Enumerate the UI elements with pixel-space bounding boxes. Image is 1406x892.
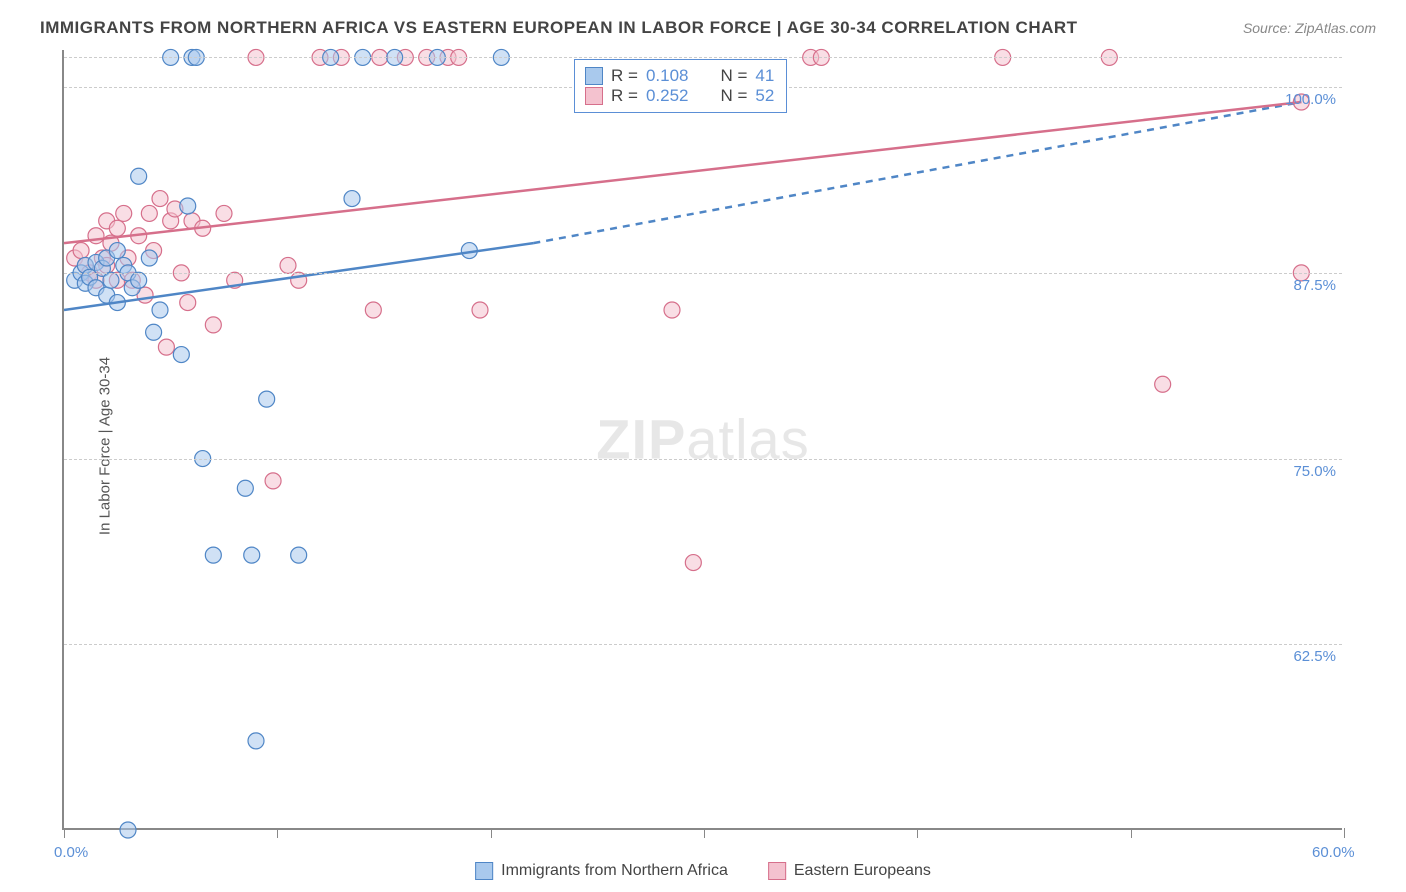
data-point: [146, 324, 162, 340]
legend-item-b: Eastern Europeans: [768, 862, 931, 880]
data-point: [120, 822, 136, 838]
source-label: Source: ZipAtlas.com: [1243, 20, 1376, 36]
data-point: [237, 480, 253, 496]
legend-item-a: Immigrants from Northern Africa: [475, 862, 728, 880]
data-point: [344, 191, 360, 207]
data-point: [205, 547, 221, 563]
gridline: [64, 273, 1342, 274]
swatch-a-icon: [585, 67, 603, 85]
n-value-b: 52: [755, 86, 774, 106]
x-tick: [64, 828, 65, 838]
y-tick-label: 62.5%: [1293, 648, 1336, 665]
r-value-b: 0.252: [646, 86, 689, 106]
n-label: N =: [720, 66, 747, 86]
data-point: [216, 205, 232, 221]
n-value-a: 41: [755, 66, 774, 86]
data-point: [131, 168, 147, 184]
x-tick-label: 60.0%: [1312, 844, 1355, 861]
plot-area: ZIPatlas 62.5%75.0%87.5%100.0%: [62, 50, 1342, 830]
x-tick: [1131, 828, 1132, 838]
data-point: [265, 473, 281, 489]
data-point: [109, 243, 125, 259]
data-point: [158, 339, 174, 355]
plot-svg: [64, 50, 1342, 828]
legend-b-label: Eastern Europeans: [794, 862, 931, 880]
x-tick: [704, 828, 705, 838]
legend-row-a: R = 0.108 N = 41: [585, 66, 774, 86]
data-point: [141, 250, 157, 266]
r-value-a: 0.108: [646, 66, 689, 86]
gridline: [64, 644, 1342, 645]
data-point: [180, 295, 196, 311]
y-tick-label: 100.0%: [1285, 91, 1336, 108]
r-label: R =: [611, 86, 638, 106]
trend-line: [533, 102, 1301, 243]
y-tick-label: 87.5%: [1293, 277, 1336, 294]
swatch-b-icon: [768, 862, 786, 880]
r-label: R =: [611, 66, 638, 86]
data-point: [365, 302, 381, 318]
data-point: [152, 191, 168, 207]
data-point: [180, 198, 196, 214]
data-point: [173, 347, 189, 363]
x-tick: [491, 828, 492, 838]
data-point: [291, 547, 307, 563]
data-point: [244, 547, 260, 563]
data-point: [664, 302, 680, 318]
legend-row-b: R = 0.252 N = 52: [585, 86, 774, 106]
x-tick: [277, 828, 278, 838]
chart-container: IMMIGRANTS FROM NORTHERN AFRICA VS EASTE…: [0, 0, 1406, 892]
data-point: [248, 733, 264, 749]
legend-stats: R = 0.108 N = 41 R = 0.252 N = 52: [574, 59, 787, 113]
gridline: [64, 459, 1342, 460]
data-point: [1155, 376, 1171, 392]
data-point: [141, 205, 157, 221]
data-point: [685, 555, 701, 571]
legend-a-label: Immigrants from Northern Africa: [501, 862, 728, 880]
trend-line: [64, 102, 1301, 243]
data-point: [205, 317, 221, 333]
data-point: [152, 302, 168, 318]
x-tick-label: 0.0%: [54, 844, 88, 861]
swatch-b-icon: [585, 87, 603, 105]
data-point: [472, 302, 488, 318]
data-point: [280, 257, 296, 273]
data-point: [259, 391, 275, 407]
chart-title: IMMIGRANTS FROM NORTHERN AFRICA VS EASTE…: [40, 18, 1078, 38]
gridline: [64, 57, 1342, 58]
swatch-a-icon: [475, 862, 493, 880]
y-tick-label: 75.0%: [1293, 463, 1336, 480]
n-label: N =: [720, 86, 747, 106]
data-point: [73, 243, 89, 259]
x-tick: [917, 828, 918, 838]
legend-bottom: Immigrants from Northern Africa Eastern …: [475, 862, 931, 880]
data-point: [131, 272, 147, 288]
x-tick: [1344, 828, 1345, 838]
data-point: [109, 220, 125, 236]
data-point: [103, 272, 119, 288]
data-point: [116, 205, 132, 221]
